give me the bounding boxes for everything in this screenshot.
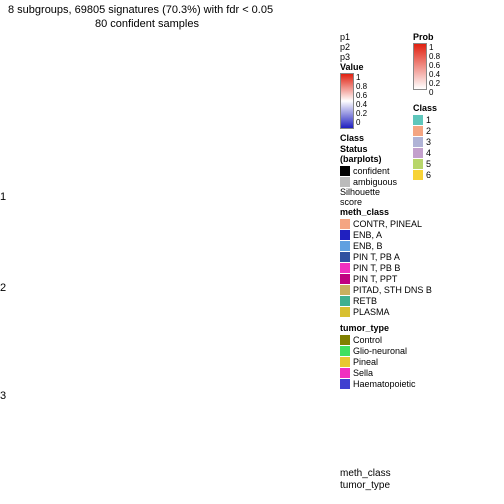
row-label: 1 [0, 191, 6, 203]
legend-item: Pineal [340, 356, 500, 367]
bottom-ann-meth: meth_class [340, 468, 391, 479]
tick: 0.4 [429, 70, 440, 79]
legend-item: PIN T, PPT [340, 273, 500, 284]
heatmap-canvas [8, 32, 333, 492]
legend-item: 5 [413, 158, 440, 169]
tick: 0 [429, 88, 440, 97]
legend-item: ENB, A [340, 229, 500, 240]
title-line1: 8 subgroups, 69805 signatures (70.3%) wi… [8, 4, 273, 16]
side-label: p2 [340, 42, 395, 52]
legend-item: RETB [340, 295, 500, 306]
side-label: p1 [340, 32, 395, 42]
legend-title: tumor_type [340, 323, 500, 333]
title-line2: 80 confident samples [95, 18, 199, 30]
tick: 1 [429, 43, 440, 52]
legend-item: Sella [340, 367, 500, 378]
row-label: 3 [0, 390, 6, 402]
class-label: Class [340, 133, 395, 143]
legend-title: Prob [413, 32, 440, 42]
legend-area: p1p2p3Value10.80.60.40.20ClassStatus (ba… [340, 32, 500, 395]
legend-item: Haematopoietic [340, 378, 500, 389]
tick: 0.6 [429, 61, 440, 70]
status-label: Status (barplots) [340, 144, 395, 164]
legend-item: PITAD, STH DNS B [340, 284, 500, 295]
legend-item: 1 [413, 114, 440, 125]
value-title: Value [340, 62, 395, 72]
legend-item: 6 [413, 169, 440, 180]
row-label: 2 [0, 282, 6, 294]
legend-item: 3 [413, 136, 440, 147]
legend-item: CONTR, PINEAL [340, 218, 500, 229]
bottom-ann-tumor: tumor_type [340, 480, 390, 491]
side-label: p3 [340, 52, 395, 62]
legend-item: 4 [413, 147, 440, 158]
legend-title: meth_class [340, 207, 500, 217]
legend-item: 2 [413, 125, 440, 136]
sil-label: Silhouette score [340, 187, 395, 207]
legend-item: ENB, B [340, 240, 500, 251]
legend-item: PLASMA [340, 306, 500, 317]
heatmap-area: 123 [8, 32, 333, 492]
legend-item: PIN T, PB B [340, 262, 500, 273]
tick: 0.8 [429, 52, 440, 61]
legend-title: Class [413, 103, 440, 113]
tick: 0.2 [429, 79, 440, 88]
legend-item: PIN T, PB A [340, 251, 500, 262]
legend-item: Glio-neuronal [340, 345, 500, 356]
legend-item: Control [340, 334, 500, 345]
